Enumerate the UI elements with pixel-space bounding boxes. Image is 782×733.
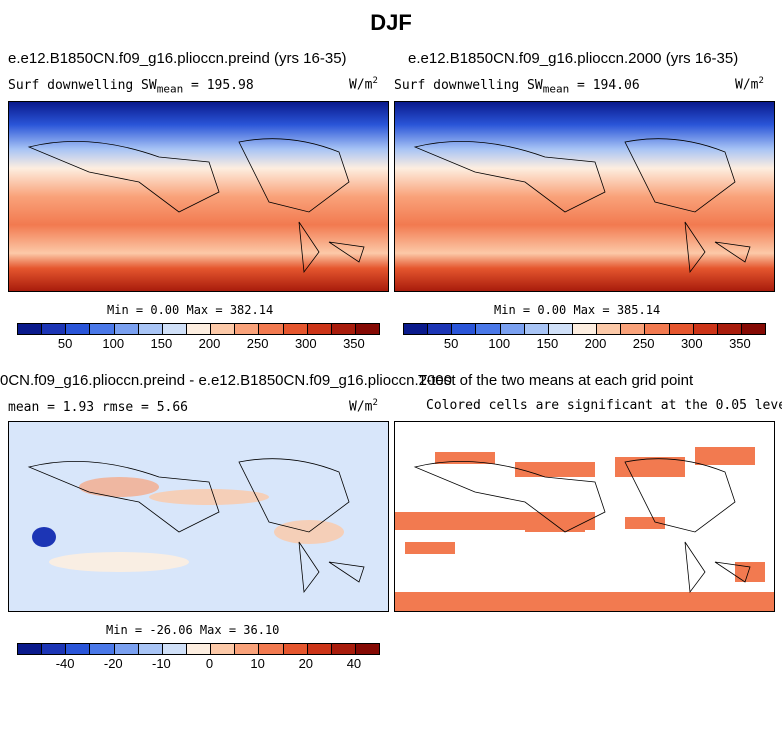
- colorbar-cell: [186, 644, 212, 654]
- colorbar-cell: [138, 644, 163, 654]
- colorbar-cell: [211, 324, 236, 334]
- colorbar-tick-label: 150: [150, 336, 173, 351]
- colorbar-cell: [307, 644, 332, 654]
- panel3-units: W/m2: [349, 398, 378, 415]
- colorbar-cell: [572, 324, 598, 334]
- colorbar-cell: [114, 324, 139, 334]
- colorbar-cell: [717, 324, 742, 334]
- colorbar-tick-label: 10: [250, 656, 265, 671]
- colorbar-cell: [259, 644, 284, 654]
- panel2-title: e.e12.B1850CN.f09_g16.pliocсn.2000 (yrs …: [408, 50, 739, 67]
- colorbar-cell: [186, 324, 212, 334]
- colorbar-cell: [259, 324, 284, 334]
- colorbar-cell: [235, 644, 260, 654]
- panel4-title: T-test of the two means at each grid poi…: [418, 372, 694, 389]
- colorbar-tick-label: 200: [198, 336, 221, 351]
- colorbar-tick-label: 50: [443, 336, 459, 351]
- panel1-title: e.e12.B1850CN.f09_g16.pliocсn.preind (yr…: [8, 50, 347, 67]
- panel3-minmax: Min = -26.06 Max = 36.10: [106, 623, 280, 637]
- colorbar-cell: [693, 324, 718, 334]
- colorbar-cell: [331, 644, 356, 654]
- panel2-minmax: Min = 0.00 Max = 385.14: [494, 303, 661, 317]
- colorbar-cell: [355, 644, 380, 654]
- panel2-label: Surf downwelling SWmean = 194.06: [394, 78, 640, 96]
- panel4-field: [395, 422, 774, 611]
- panel2-units: W/m2: [735, 76, 764, 93]
- colorbar-top-right: [403, 323, 766, 335]
- colorbar-cell: [90, 324, 115, 334]
- panel3-map: [8, 421, 389, 612]
- colorbar-cell: [18, 644, 43, 654]
- colorbar-tick-label: -20: [103, 656, 123, 671]
- colorbar-cell: [235, 324, 260, 334]
- colorbar-tick-label: 50: [57, 336, 73, 351]
- colorbar-cell: [90, 644, 115, 654]
- colorbar-cell: [283, 324, 308, 334]
- panel3-title: 0CN.f09_g16.pliocсn.preind - e.e12.B1850…: [0, 372, 452, 389]
- colorbar-tick-label: 250: [246, 336, 269, 351]
- colorbar-cell: [741, 324, 766, 334]
- panel3-field: [9, 422, 388, 611]
- colorbar-cell: [548, 324, 573, 334]
- panel2-field: [395, 102, 774, 291]
- colorbar-cell: [621, 324, 646, 334]
- colorbar-cell: [138, 324, 163, 334]
- colorbar-cell: [331, 324, 356, 334]
- panel1-minmax: Min = 0.00 Max = 382.14: [107, 303, 274, 317]
- colorbar-cell: [597, 324, 622, 334]
- colorbar-tick-label: 100: [102, 336, 125, 351]
- colorbar-tick-label: 300: [294, 336, 317, 351]
- colorbar-tick-label: 250: [632, 336, 655, 351]
- colorbar-tick-label: 0: [205, 656, 214, 671]
- panel1-units: W/m2: [349, 76, 378, 93]
- colorbar-cell: [18, 324, 43, 334]
- colorbar-tick-label: 350: [729, 336, 751, 351]
- colorbar-cell: [669, 324, 694, 334]
- colorbar-cell: [42, 644, 67, 654]
- colorbar-tick-label: -10: [151, 656, 171, 671]
- colorbar-cell: [114, 644, 139, 654]
- colorbar-tick-label: 150: [536, 336, 559, 351]
- colorbar-cell: [500, 324, 525, 334]
- panel1-map: [8, 101, 389, 292]
- panel1-label: Surf downwelling SWmean = 195.98: [8, 78, 254, 96]
- colorbar-cell: [162, 324, 187, 334]
- colorbar-cell: [404, 324, 429, 334]
- colorbar-cell: [66, 324, 91, 334]
- colorbar-tick-label: 300: [680, 336, 703, 351]
- colorbar-tick-label: 20: [298, 656, 314, 671]
- colorbar-tick-label: 100: [488, 336, 511, 351]
- panel3-stats: mean = 1.93 rmse = 5.66: [8, 400, 189, 415]
- colorbar-bottom: [17, 643, 380, 655]
- colorbar-tick-label: -40: [55, 656, 75, 671]
- panel4-map: [394, 421, 775, 612]
- panel1-field: [9, 102, 388, 291]
- colorbar-cell: [283, 644, 308, 654]
- colorbar-top-left: [17, 323, 380, 335]
- colorbar-tick-label: 40: [346, 656, 362, 671]
- colorbar-cell: [645, 324, 670, 334]
- colorbar-cell: [42, 324, 67, 334]
- main-title: DJF: [370, 10, 412, 35]
- colorbar-cell: [307, 324, 332, 334]
- colorbar-cell: [355, 324, 380, 334]
- colorbar-cell: [524, 324, 549, 334]
- colorbar-cell: [211, 644, 236, 654]
- panel2-map: [394, 101, 775, 292]
- colorbar-cell: [428, 324, 453, 334]
- colorbar-cell: [476, 324, 501, 334]
- panel4-subtitle: Colored cells are significant at the 0.0…: [426, 398, 782, 413]
- colorbar-tick-label: 350: [343, 336, 365, 351]
- colorbar-cell: [162, 644, 187, 654]
- colorbar-cell: [452, 324, 477, 334]
- colorbar-cell: [66, 644, 91, 654]
- colorbar-tick-label: 200: [584, 336, 607, 351]
